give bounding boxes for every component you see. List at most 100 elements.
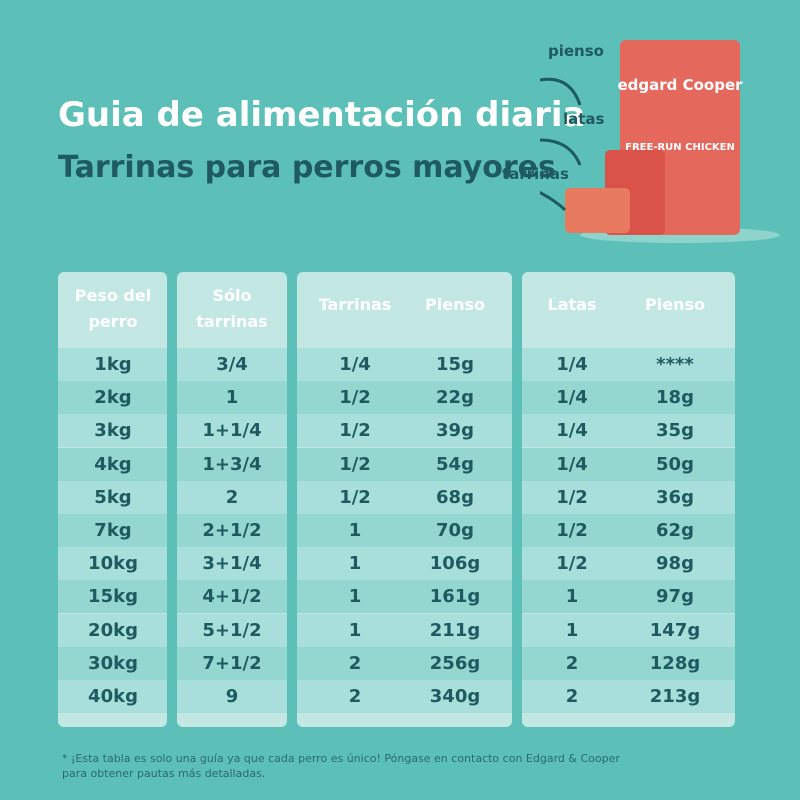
row-band <box>177 547 287 581</box>
cell: 2 <box>348 686 362 707</box>
column-header: Sólo tarrinas <box>196 286 268 331</box>
cell: 1/2 <box>339 387 371 409</box>
row-band <box>297 348 512 381</box>
cell: 1 <box>348 520 362 541</box>
cell: 256g <box>429 652 481 674</box>
cell: 1/4 <box>556 387 588 409</box>
cell: 211g <box>429 619 481 641</box>
cell: 1/4 <box>339 354 371 375</box>
row-band <box>58 447 167 481</box>
cell: 106g <box>429 553 481 575</box>
cell: 1 <box>565 619 579 641</box>
cell: 36g <box>656 486 694 508</box>
cell: 1 <box>348 619 362 641</box>
cell: 1/2 <box>339 486 371 508</box>
cell: 7+1/2 <box>202 652 262 674</box>
cell: 4kg <box>94 453 132 475</box>
column-header: Tarrinas <box>318 295 392 314</box>
cell: 1/4 <box>556 354 588 375</box>
cell: 22g <box>436 387 474 409</box>
cell: 15g <box>436 354 474 375</box>
cell: 3/4 <box>216 354 248 375</box>
title: Guia de alimentación diaria <box>58 95 586 135</box>
row-band <box>177 613 287 647</box>
cell: 97g <box>656 586 694 608</box>
cell: 15kg <box>88 586 138 608</box>
cell: 1 <box>565 586 579 608</box>
column-header: Latas <box>547 295 597 314</box>
row-band <box>177 381 287 415</box>
row-band <box>297 480 512 514</box>
row-band <box>177 414 287 448</box>
row-band <box>522 414 735 448</box>
row-band <box>58 480 167 514</box>
cell: 10kg <box>88 553 138 575</box>
subtitle: Tarrinas para perros mayores <box>58 150 556 185</box>
cell: 4+1/2 <box>202 586 262 608</box>
row-band <box>522 348 735 381</box>
row-band <box>177 646 287 680</box>
product-label: tarrinas <box>502 165 569 183</box>
row-band <box>58 580 167 614</box>
cell: 7kg <box>94 520 132 541</box>
cell: 2 <box>565 652 579 674</box>
row-band <box>177 447 287 481</box>
row-band <box>522 447 735 481</box>
cell: 3kg <box>94 420 132 442</box>
row-band <box>297 381 512 415</box>
cell: 1/2 <box>339 453 371 475</box>
row-band <box>522 680 735 713</box>
cell: 1 <box>225 387 239 409</box>
cell: 3+1/4 <box>202 553 262 575</box>
cell: 30kg <box>88 652 138 674</box>
row-band <box>297 547 512 581</box>
row-band <box>177 580 287 614</box>
cell: 5kg <box>94 486 132 508</box>
cell: 1+3/4 <box>202 453 262 475</box>
cell: 1/4 <box>556 453 588 475</box>
cell: 1 <box>348 553 362 575</box>
row-band <box>58 348 167 381</box>
brand: edgard Cooper <box>617 76 743 94</box>
cell: 2 <box>565 686 579 707</box>
cell: 2+1/2 <box>202 520 262 541</box>
row-band <box>58 646 167 680</box>
footnote: para obtener pautas más detalladas. <box>62 767 266 780</box>
cell: 70g <box>436 520 474 541</box>
cell: 1 <box>348 586 362 608</box>
products: edgard Cooper FREE-RUN CHICKEN <box>540 40 780 243</box>
cell: 9 <box>225 686 239 707</box>
row-band <box>58 381 167 415</box>
cell: 213g <box>649 686 701 707</box>
column-header: Pienso <box>425 295 485 314</box>
cell: 128g <box>649 652 701 674</box>
arrows <box>540 77 582 212</box>
row-band <box>522 381 735 415</box>
row-band <box>522 613 735 647</box>
row-band <box>297 613 512 647</box>
row-band <box>522 547 735 581</box>
row-band <box>522 580 735 614</box>
cell: 2 <box>225 486 239 508</box>
row-band <box>297 514 512 547</box>
footnote: * ¡Esta tabla es solo una guía ya que ca… <box>62 752 620 765</box>
row-band <box>522 514 735 547</box>
cell: 1/2 <box>556 553 588 575</box>
row-band <box>522 646 735 680</box>
row-band <box>297 680 512 713</box>
row-band <box>58 613 167 647</box>
cell: 18g <box>656 387 694 409</box>
cell: 39g <box>436 420 474 442</box>
cell: 1/2 <box>339 420 371 442</box>
cell: 68g <box>436 486 474 508</box>
cell: 35g <box>656 420 694 442</box>
product-label: pienso <box>548 42 604 60</box>
cell: 50g <box>656 453 694 475</box>
cell: 20kg <box>88 619 138 641</box>
column-header: Pienso <box>645 295 705 314</box>
cell: 1+1/4 <box>202 420 262 442</box>
column-header: Peso del perro <box>74 286 152 331</box>
cell: 340g <box>429 686 481 707</box>
cell: 1/4 <box>556 420 588 442</box>
row-band <box>177 480 287 514</box>
